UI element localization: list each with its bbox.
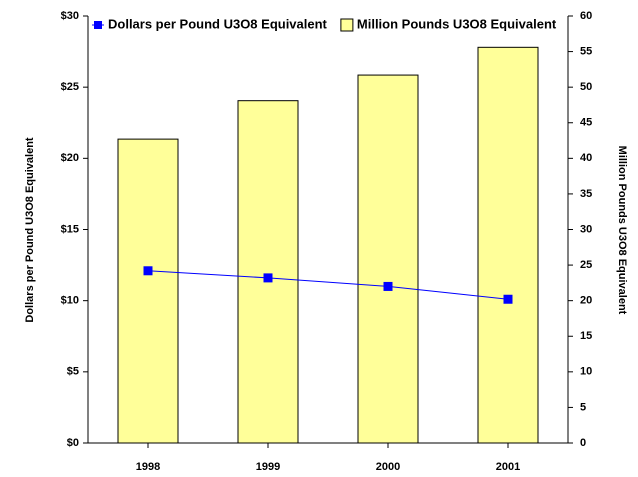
legend-label: Million Pounds U3O8 Equivalent: [357, 16, 557, 31]
legend-marker: [94, 21, 102, 29]
y2-tick-label: 0: [580, 437, 586, 449]
y-tick-label: $30: [61, 10, 79, 22]
y-tick-label: $25: [61, 81, 79, 93]
y-tick-label: $0: [67, 437, 79, 449]
y-tick-label: $5: [67, 366, 79, 378]
y2-tick-label: 50: [580, 81, 592, 93]
y2-tick-label: 40: [580, 152, 592, 164]
line: [147, 270, 509, 300]
line-marker: [143, 266, 153, 276]
y2-tick-label: 10: [580, 366, 592, 378]
x-tick-label: 1998: [136, 461, 160, 473]
legend-label: Dollars per Pound U3O8 Equivalent: [108, 16, 328, 31]
y-tick-label: $15: [61, 223, 79, 235]
y2-tick-label: 25: [580, 259, 592, 271]
y2-tick-label: 30: [580, 223, 592, 235]
y2-tick-label: 5: [580, 401, 586, 413]
line-marker: [263, 273, 273, 283]
y2-axis-label: Million Pounds U3O8 Equivalent: [616, 146, 628, 315]
line-marker: [503, 294, 513, 304]
legend-swatch: [340, 18, 354, 32]
bar: [477, 46, 539, 444]
y-axis-label: Dollars per Pound U3O8 Equivalent: [24, 137, 36, 323]
y-tick-label: $20: [61, 152, 79, 164]
y2-tick-label: 20: [580, 295, 592, 307]
y2-tick-label: 15: [580, 330, 592, 342]
line-marker: [383, 281, 393, 291]
bar: [117, 138, 179, 444]
bar: [357, 74, 419, 444]
x-tick-label: 2000: [376, 461, 400, 473]
y2-tick-label: 60: [580, 10, 592, 22]
x-tick-label: 1999: [256, 461, 280, 473]
x-tick-label: 2001: [496, 461, 520, 473]
bar: [237, 100, 299, 444]
y2-tick-label: 55: [580, 45, 592, 57]
y-tick-label: $10: [61, 295, 79, 307]
y2-tick-label: 45: [580, 117, 592, 129]
y2-tick-label: 35: [580, 188, 592, 200]
